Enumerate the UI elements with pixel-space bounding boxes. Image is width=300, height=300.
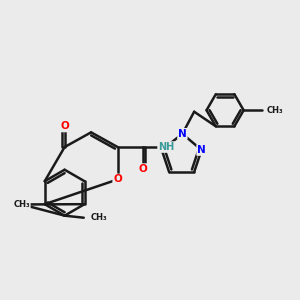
Text: N: N bbox=[178, 129, 187, 139]
Text: CH₃: CH₃ bbox=[14, 200, 30, 209]
Text: CH₃: CH₃ bbox=[267, 106, 284, 115]
Text: NH: NH bbox=[158, 142, 174, 152]
Text: O: O bbox=[113, 174, 122, 184]
Text: O: O bbox=[138, 164, 147, 174]
Text: N: N bbox=[197, 145, 206, 155]
Text: O: O bbox=[60, 122, 69, 131]
Text: CH₃: CH₃ bbox=[91, 213, 108, 222]
